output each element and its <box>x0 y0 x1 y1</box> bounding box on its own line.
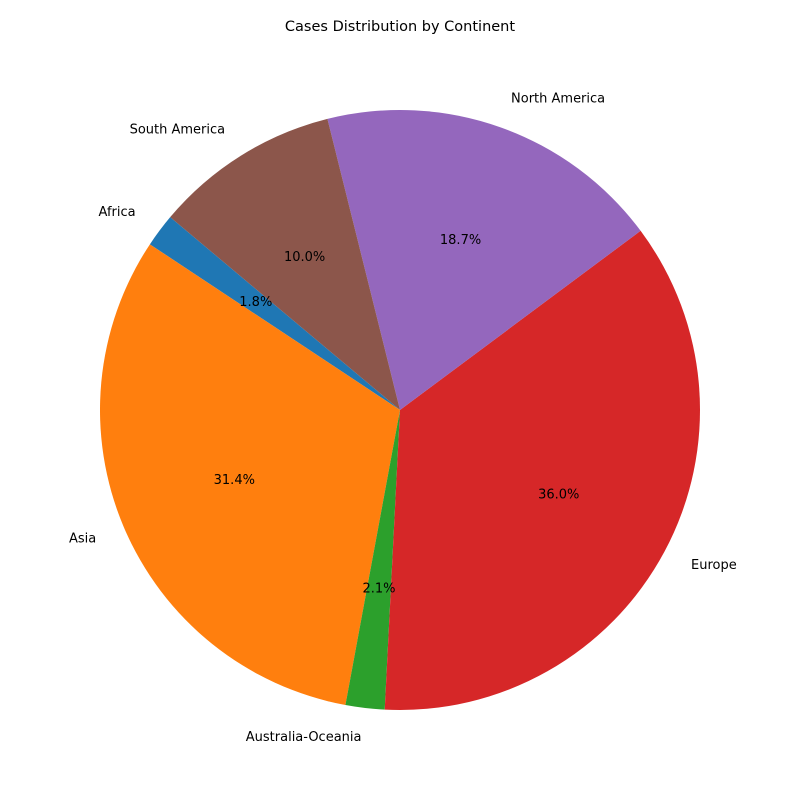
slice-percent-australia-oceania: 2.1% <box>362 581 395 596</box>
pie-slice-south-america <box>170 118 400 410</box>
slice-percent-asia: 31.4% <box>214 473 255 488</box>
slice-label-europe: Europe <box>691 558 737 573</box>
pie-slice-asia <box>100 244 401 705</box>
pie-slice-africa <box>149 217 400 410</box>
slice-percent-africa: 1.8% <box>239 295 272 310</box>
pie-slice-north-america <box>327 109 641 410</box>
slice-percent-north-america: 18.7% <box>440 233 481 248</box>
pie-slices <box>100 109 700 710</box>
slice-percent-europe: 36.0% <box>538 487 579 502</box>
slice-label-australia-oceania: Australia-Oceania <box>246 730 362 745</box>
slice-label-south-america: South America <box>130 123 226 138</box>
chart-title: Cases Distribution by Continent <box>285 19 515 35</box>
slice-label-asia: Asia <box>69 531 96 546</box>
pie-slice-europe <box>384 230 700 710</box>
pie-slice-australia-oceania <box>345 410 400 710</box>
slice-label-africa: Africa <box>99 205 136 220</box>
slice-percent-south-america: 10.0% <box>284 250 325 265</box>
slice-label-north-america: North America <box>511 92 605 107</box>
pie-labels: Africa 1.8% Asia 31.4% Australia-Oceania 2.1%… <box>69 92 737 746</box>
